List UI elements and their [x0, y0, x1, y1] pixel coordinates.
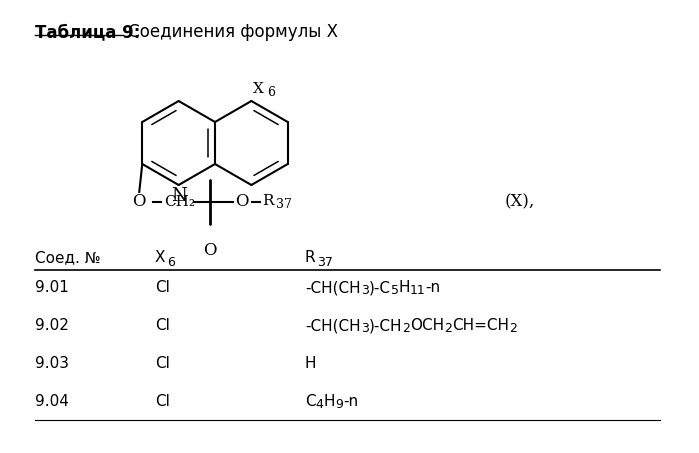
Text: CH=CH: CH=CH [452, 318, 509, 333]
Text: R: R [262, 194, 274, 208]
Text: Таблица 9:: Таблица 9: [35, 23, 140, 41]
Text: H: H [305, 357, 317, 371]
Text: O: O [133, 193, 146, 211]
Text: )-CH: )-CH [368, 318, 402, 333]
Text: 9.02: 9.02 [35, 318, 69, 333]
Text: 3: 3 [361, 323, 368, 336]
Text: 9.01: 9.01 [35, 280, 69, 295]
Text: H: H [398, 280, 410, 295]
Text: 3: 3 [361, 284, 368, 298]
Text: 4: 4 [316, 399, 324, 411]
Text: Соединения формулы X: Соединения формулы X [123, 23, 338, 41]
Text: 9.04: 9.04 [35, 395, 69, 410]
Text: 2: 2 [444, 323, 452, 336]
Text: C: C [305, 395, 316, 410]
Text: 37: 37 [317, 255, 333, 269]
Text: H: H [324, 395, 335, 410]
Text: N: N [171, 187, 187, 205]
Text: Cl: Cl [155, 357, 170, 371]
Text: Соед. №: Соед. № [35, 251, 101, 265]
Text: O: O [236, 193, 249, 211]
Text: R: R [305, 251, 316, 265]
Text: Cl: Cl [155, 280, 170, 295]
Text: O: O [203, 242, 217, 259]
Text: Cl: Cl [155, 318, 170, 333]
Text: 9: 9 [335, 399, 343, 411]
Text: 6: 6 [167, 255, 175, 269]
Text: 11: 11 [410, 284, 426, 298]
Text: -CH(CH: -CH(CH [305, 280, 361, 295]
Text: 5: 5 [391, 284, 398, 298]
Text: )-C: )-C [368, 280, 391, 295]
Text: CH₂: CH₂ [164, 195, 195, 209]
Text: X: X [253, 82, 264, 96]
Text: X: X [155, 251, 166, 265]
Text: 6: 6 [268, 86, 275, 99]
Text: (X),: (X), [505, 193, 535, 211]
Text: 2: 2 [402, 323, 410, 336]
Text: -n: -n [343, 395, 358, 410]
Text: Cl: Cl [155, 395, 170, 410]
Text: 9.03: 9.03 [35, 357, 69, 371]
Text: -CH(CH: -CH(CH [305, 318, 361, 333]
Text: 2: 2 [509, 323, 517, 336]
Text: 37: 37 [276, 198, 292, 212]
Text: OCH: OCH [410, 318, 444, 333]
Text: -n: -n [426, 280, 441, 295]
